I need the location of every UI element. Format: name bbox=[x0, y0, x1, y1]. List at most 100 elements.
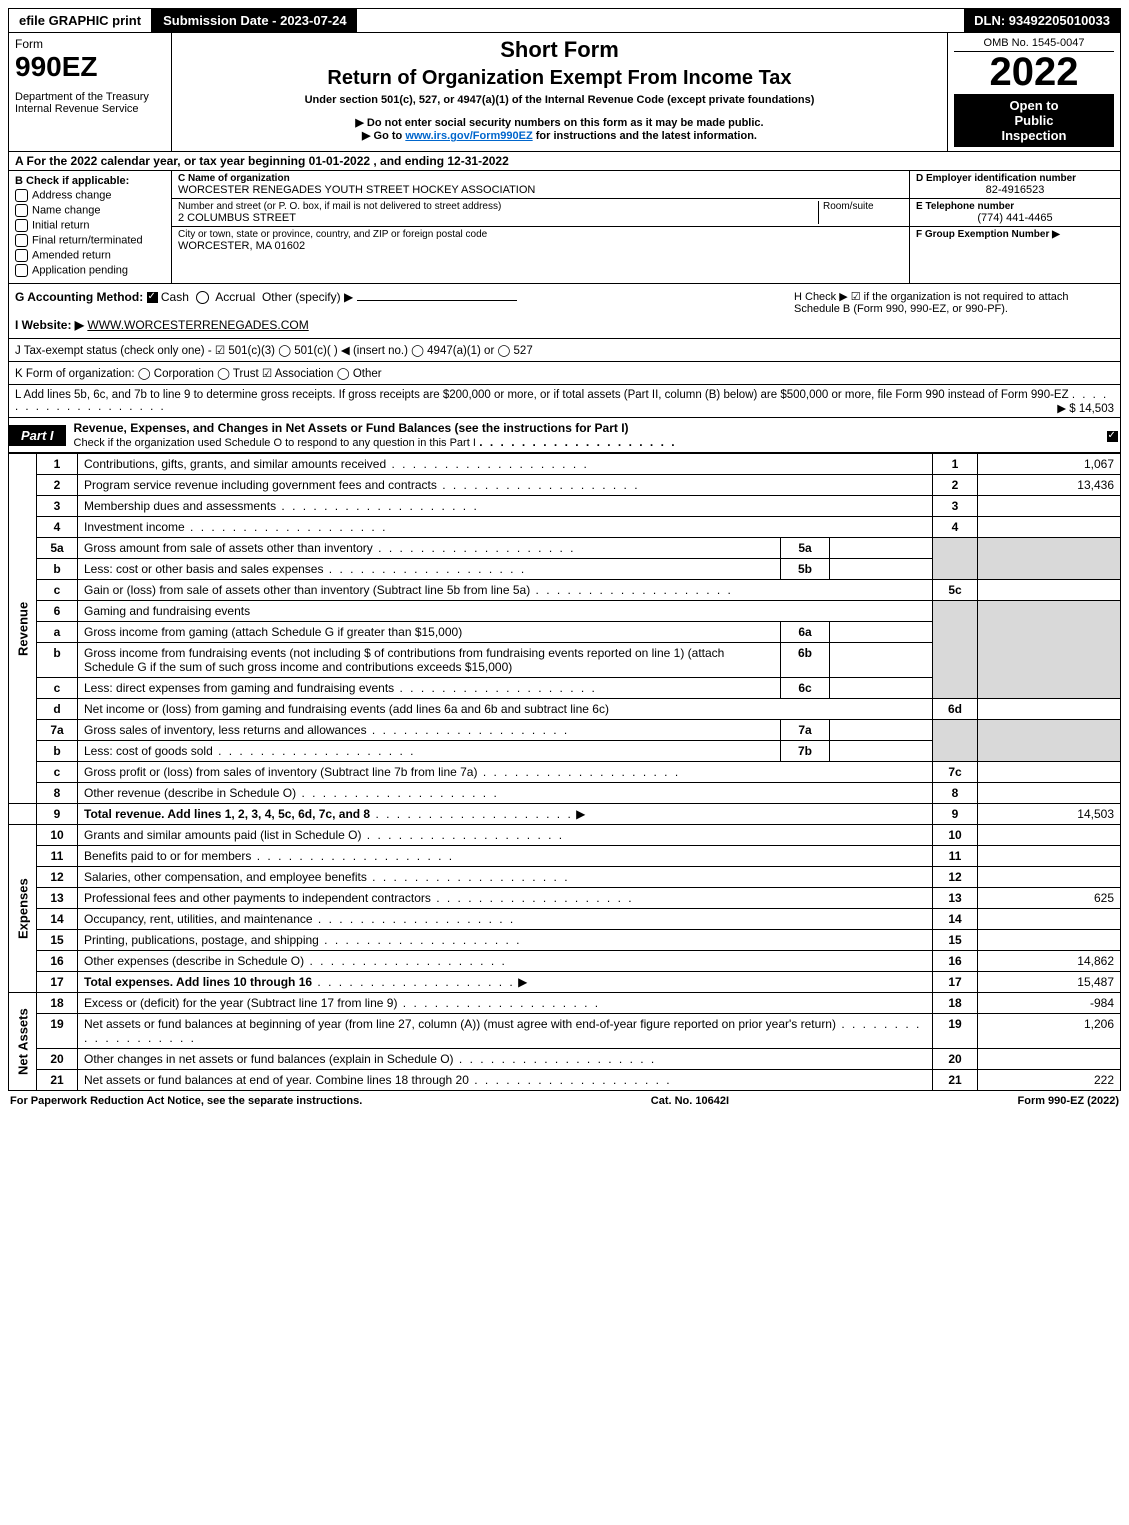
tax-year: 2022 bbox=[954, 52, 1114, 92]
n6: 6 bbox=[37, 601, 78, 622]
chk-cash[interactable] bbox=[147, 292, 158, 303]
v14 bbox=[978, 909, 1121, 930]
v15 bbox=[978, 930, 1121, 951]
inspect-2: Public bbox=[958, 113, 1110, 128]
v16: 14,862 bbox=[978, 951, 1121, 972]
efile-print-button[interactable]: efile GRAPHIC print bbox=[9, 9, 153, 32]
n7c: c bbox=[37, 762, 78, 783]
street-label: Number and street (or P. O. box, if mail… bbox=[178, 201, 818, 212]
part1-header: Part I Revenue, Expenses, and Changes in… bbox=[8, 418, 1121, 453]
box-c: C Name of organization WORCESTER RENEGAD… bbox=[172, 171, 910, 283]
v13: 625 bbox=[978, 888, 1121, 909]
v11 bbox=[978, 846, 1121, 867]
d13: Professional fees and other payments to … bbox=[84, 891, 431, 905]
ln9: 9 bbox=[933, 804, 978, 825]
v5c bbox=[978, 580, 1121, 601]
n19: 19 bbox=[37, 1014, 78, 1049]
n6a: a bbox=[37, 622, 78, 643]
expenses-side-label: Expenses bbox=[9, 825, 37, 993]
ln17: 17 bbox=[933, 972, 978, 993]
lbl-amended-return: Amended return bbox=[32, 249, 111, 261]
subtitle: Under section 501(c), 527, or 4947(a)(1)… bbox=[178, 94, 941, 106]
n3: 3 bbox=[37, 496, 78, 517]
part1-schedule-o-check[interactable] bbox=[1107, 431, 1118, 442]
n10: 10 bbox=[37, 825, 78, 846]
d14: Occupancy, rent, utilities, and maintena… bbox=[84, 912, 313, 926]
n4: 4 bbox=[37, 517, 78, 538]
d16: Other expenses (describe in Schedule O) bbox=[84, 954, 304, 968]
website-value: WWW.WORCESTERRENEGADES.COM bbox=[87, 318, 308, 332]
d3: Membership dues and assessments bbox=[84, 499, 276, 513]
v12 bbox=[978, 867, 1121, 888]
sn7b: 7b bbox=[781, 741, 830, 762]
revenue-side-label: Revenue bbox=[9, 454, 37, 804]
grey7v bbox=[978, 720, 1121, 762]
irs-link[interactable]: www.irs.gov/Form990EZ bbox=[405, 130, 532, 142]
part1-sub: Check if the organization used Schedule … bbox=[74, 437, 476, 449]
submission-date-button[interactable]: Submission Date - 2023-07-24 bbox=[153, 9, 359, 32]
lbl-other: Other (specify) ▶ bbox=[262, 290, 353, 304]
v2: 13,436 bbox=[978, 475, 1121, 496]
chk-address-change[interactable] bbox=[15, 189, 28, 202]
footer-mid: Cat. No. 10642I bbox=[651, 1095, 729, 1107]
line-l-text: L Add lines 5b, 6c, and 7b to line 9 to … bbox=[15, 389, 1069, 401]
chk-final-return[interactable] bbox=[15, 234, 28, 247]
ln6d: 6d bbox=[933, 699, 978, 720]
org-name-label: C Name of organization bbox=[178, 173, 903, 184]
chk-name-change[interactable] bbox=[15, 204, 28, 217]
n12: 12 bbox=[37, 867, 78, 888]
d12: Salaries, other compensation, and employ… bbox=[84, 870, 367, 884]
ssn-warning: ▶ Do not enter social security numbers o… bbox=[178, 116, 941, 129]
grey5v bbox=[978, 538, 1121, 580]
street-value: 2 COLUMBUS STREET bbox=[178, 212, 818, 224]
v8 bbox=[978, 783, 1121, 804]
chk-initial-return[interactable] bbox=[15, 219, 28, 232]
n1: 1 bbox=[37, 454, 78, 475]
d17: Total expenses. Add lines 10 through 16 bbox=[84, 975, 312, 989]
line-h: H Check ▶ ☑ if the organization is not r… bbox=[788, 284, 1120, 338]
v17: 15,487 bbox=[978, 972, 1121, 993]
dots bbox=[479, 435, 676, 449]
lbl-initial-return: Initial return bbox=[32, 219, 89, 231]
irs-label: Internal Revenue Service bbox=[15, 103, 165, 115]
d18: Excess or (deficit) for the year (Subtra… bbox=[84, 996, 397, 1010]
sn7a: 7a bbox=[781, 720, 830, 741]
sn5a: 5a bbox=[781, 538, 830, 559]
chk-application-pending[interactable] bbox=[15, 264, 28, 277]
chk-accrual[interactable] bbox=[196, 291, 209, 304]
dln-label: DLN: 93492205010033 bbox=[964, 9, 1120, 32]
sv6a bbox=[830, 622, 933, 643]
chk-amended-return[interactable] bbox=[15, 249, 28, 262]
n20: 20 bbox=[37, 1049, 78, 1070]
other-specify-input[interactable] bbox=[357, 300, 517, 301]
n15: 15 bbox=[37, 930, 78, 951]
d6: Gaming and fundraising events bbox=[78, 601, 933, 622]
form-header: Form 990EZ Department of the Treasury In… bbox=[8, 33, 1121, 152]
form-number-block: Form 990EZ Department of the Treasury In… bbox=[9, 33, 172, 151]
form-title-block: Short Form Return of Organization Exempt… bbox=[172, 33, 948, 151]
sn6b: 6b bbox=[781, 643, 830, 678]
d20: Other changes in net assets or fund bala… bbox=[84, 1052, 454, 1066]
footer-right: Form 990-EZ (2022) bbox=[1018, 1095, 1119, 1107]
short-form-label: Short Form bbox=[178, 37, 941, 63]
grey6 bbox=[933, 601, 978, 699]
ln1: 1 bbox=[933, 454, 978, 475]
form-number: 990EZ bbox=[15, 51, 165, 83]
ln18: 18 bbox=[933, 993, 978, 1014]
sn6a: 6a bbox=[781, 622, 830, 643]
goto-post: for instructions and the latest informat… bbox=[533, 130, 757, 142]
topbar: efile GRAPHIC print Submission Date - 20… bbox=[8, 8, 1121, 33]
line-gh: G Accounting Method: Cash Accrual Other … bbox=[8, 284, 1121, 339]
n17: 17 bbox=[37, 972, 78, 993]
v20 bbox=[978, 1049, 1121, 1070]
n5c: c bbox=[37, 580, 78, 601]
v1: 1,067 bbox=[978, 454, 1121, 475]
d5b: Less: cost or other basis and sales expe… bbox=[84, 562, 323, 576]
grey7 bbox=[933, 720, 978, 762]
n13: 13 bbox=[37, 888, 78, 909]
d1: Contributions, gifts, grants, and simila… bbox=[84, 457, 386, 471]
line-g: G Accounting Method: Cash Accrual Other … bbox=[9, 284, 788, 338]
n11: 11 bbox=[37, 846, 78, 867]
line-a: A For the 2022 calendar year, or tax yea… bbox=[8, 152, 1121, 171]
goto-note: ▶ Go to www.irs.gov/Form990EZ for instru… bbox=[178, 129, 941, 142]
